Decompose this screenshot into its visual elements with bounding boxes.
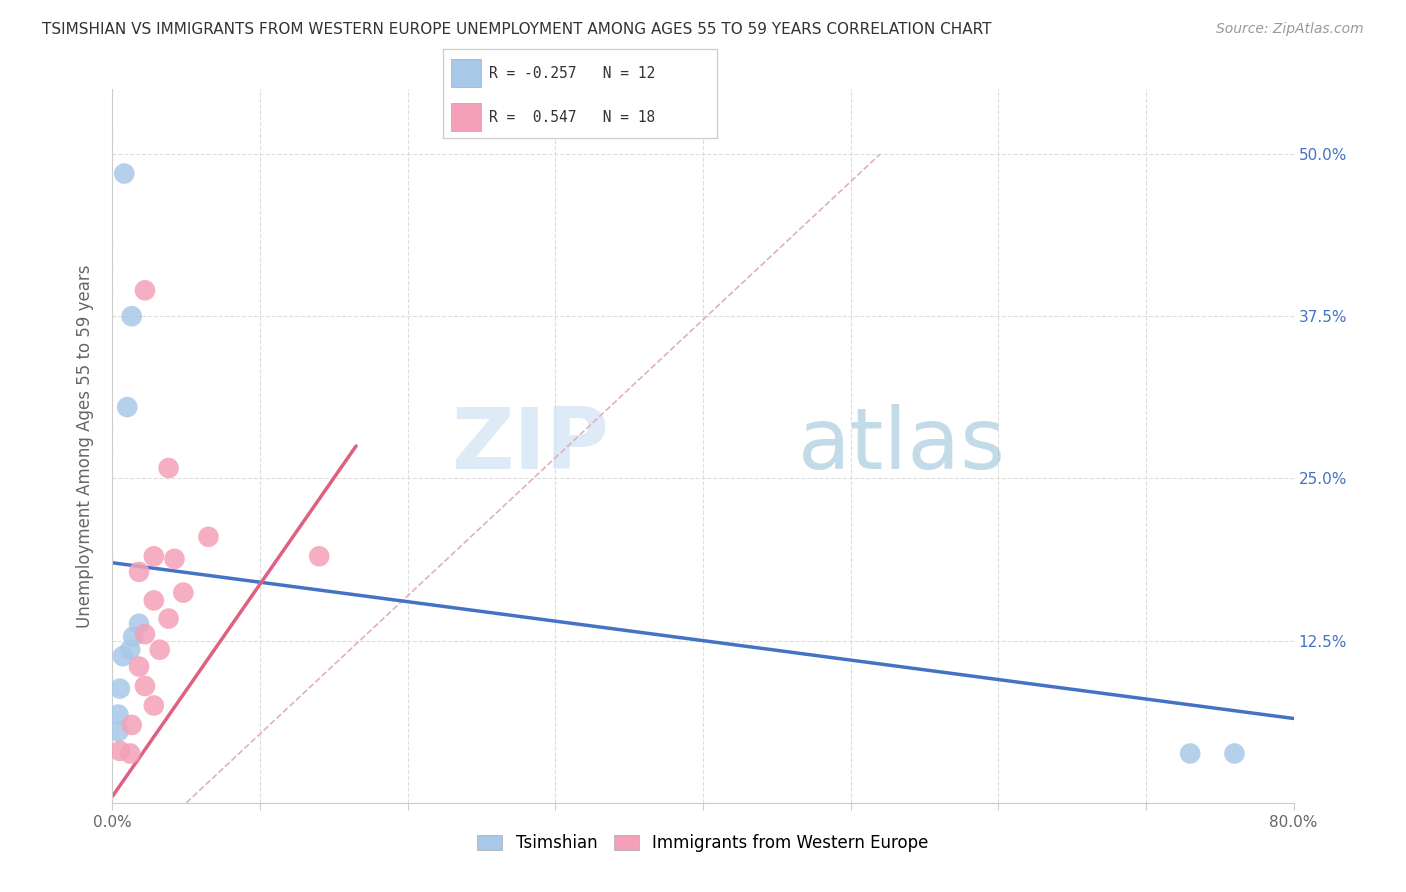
Point [120, 642, 142, 657]
Point [142, 593, 165, 607]
Point [157, 461, 180, 475]
Text: R =  0.547   N = 18: R = 0.547 N = 18 [489, 111, 655, 125]
Point [134, 679, 156, 693]
Point [121, 718, 143, 732]
Point [142, 698, 165, 713]
Point [108, 744, 131, 758]
Point [163, 552, 186, 566]
Point [117, 400, 138, 414]
Point [149, 642, 172, 657]
Point [111, 649, 134, 664]
Legend: Tsimshian, Immigrants from Western Europe: Tsimshian, Immigrants from Western Europ… [471, 828, 935, 859]
Point [107, 724, 129, 739]
FancyBboxPatch shape [451, 103, 481, 131]
FancyBboxPatch shape [451, 59, 481, 87]
Point [197, 530, 219, 544]
Point [107, 707, 129, 722]
Point [157, 611, 180, 625]
Point [128, 565, 150, 579]
Point [172, 585, 194, 599]
Point [122, 630, 145, 644]
Point [128, 616, 150, 631]
Y-axis label: Unemployment Among Ages 55 to 59 years: Unemployment Among Ages 55 to 59 years [76, 264, 94, 628]
Point [1223, 747, 1246, 761]
Point [134, 627, 156, 641]
Point [121, 310, 143, 324]
Text: R = -0.257   N = 12: R = -0.257 N = 12 [489, 66, 655, 80]
Point [142, 549, 165, 564]
Point [308, 549, 330, 564]
Point [112, 167, 135, 181]
Point [134, 283, 156, 297]
Text: Source: ZipAtlas.com: Source: ZipAtlas.com [1216, 22, 1364, 37]
Point [108, 681, 131, 696]
Point [120, 747, 142, 761]
Text: TSIMSHIAN VS IMMIGRANTS FROM WESTERN EUROPE UNEMPLOYMENT AMONG AGES 55 TO 59 YEA: TSIMSHIAN VS IMMIGRANTS FROM WESTERN EUR… [42, 22, 991, 37]
Text: ZIP: ZIP [451, 404, 609, 488]
Text: atlas: atlas [797, 404, 1005, 488]
Point [128, 659, 150, 673]
Point [1178, 747, 1201, 761]
